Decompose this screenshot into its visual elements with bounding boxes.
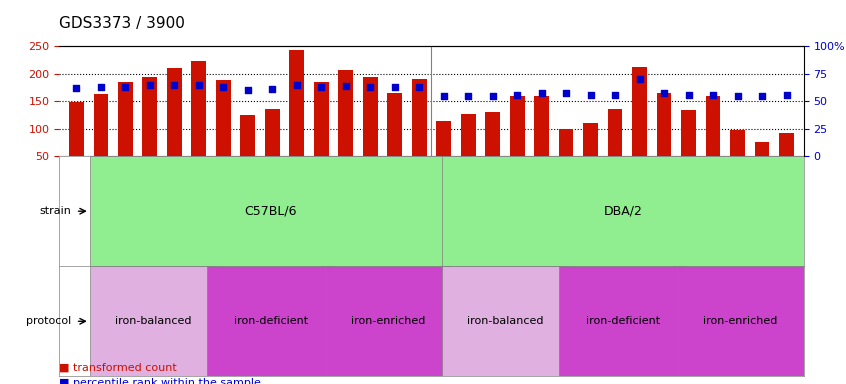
Text: ■ percentile rank within the sample: ■ percentile rank within the sample [59,378,261,384]
Point [657,90,671,96]
Bar [167,68,182,184]
Bar [706,96,721,184]
Point [192,81,206,88]
Bar [437,121,451,184]
FancyBboxPatch shape [677,266,804,376]
Bar [118,82,133,184]
Point [315,84,328,90]
FancyBboxPatch shape [207,266,334,376]
Point [461,93,475,99]
Bar [461,114,475,184]
Point [731,93,744,99]
Bar [779,133,794,184]
Text: iron-balanced: iron-balanced [115,316,191,326]
Text: GDS3373 / 3900: GDS3373 / 3900 [59,16,185,31]
Bar [94,94,108,184]
Text: DBA/2: DBA/2 [603,205,642,218]
Point [510,91,524,98]
Point [168,81,181,88]
Bar [265,109,280,184]
Text: ■ transformed count: ■ transformed count [59,362,177,372]
Point [755,93,769,99]
Point [535,90,548,96]
Point [339,83,353,89]
FancyBboxPatch shape [90,266,217,376]
FancyBboxPatch shape [442,266,569,376]
Point [559,90,573,96]
Bar [510,96,525,184]
Text: iron-enriched: iron-enriched [703,316,777,326]
Point [633,76,646,82]
Point [388,84,402,90]
Bar [730,130,745,184]
FancyBboxPatch shape [442,156,804,266]
Bar [632,67,647,184]
Bar [338,70,353,184]
Bar [486,112,500,184]
Point [364,84,377,90]
FancyBboxPatch shape [325,266,452,376]
Point [584,91,597,98]
Point [217,84,230,90]
Text: protocol: protocol [25,316,71,326]
Point [94,84,107,90]
Text: iron-balanced: iron-balanced [467,316,544,326]
Point [69,85,83,91]
Point [266,86,279,92]
Bar [289,50,304,184]
Point [780,91,794,98]
Point [118,84,132,90]
Text: iron-deficient: iron-deficient [585,316,660,326]
FancyBboxPatch shape [559,266,686,376]
Bar [583,122,598,184]
FancyBboxPatch shape [90,156,452,266]
Point [143,81,157,88]
Point [608,91,622,98]
Bar [535,96,549,184]
Bar [191,61,206,184]
Bar [412,79,426,184]
Bar [656,93,672,184]
Point [290,81,304,88]
Point [437,93,450,99]
Text: strain: strain [39,206,71,216]
Bar [755,142,769,184]
Bar [559,129,574,184]
Text: iron-deficient: iron-deficient [233,316,308,326]
Bar [240,115,255,184]
Point [682,91,695,98]
Text: C57BL/6: C57BL/6 [244,205,297,218]
Bar [142,77,157,184]
Text: iron-enriched: iron-enriched [351,316,426,326]
Bar [363,78,377,184]
Bar [387,93,402,184]
Bar [607,109,623,184]
Bar [681,111,696,184]
Point [486,93,499,99]
Bar [314,82,328,184]
Bar [216,80,231,184]
Point [241,87,255,93]
Bar [69,102,84,184]
Point [413,84,426,90]
Point [706,91,720,98]
